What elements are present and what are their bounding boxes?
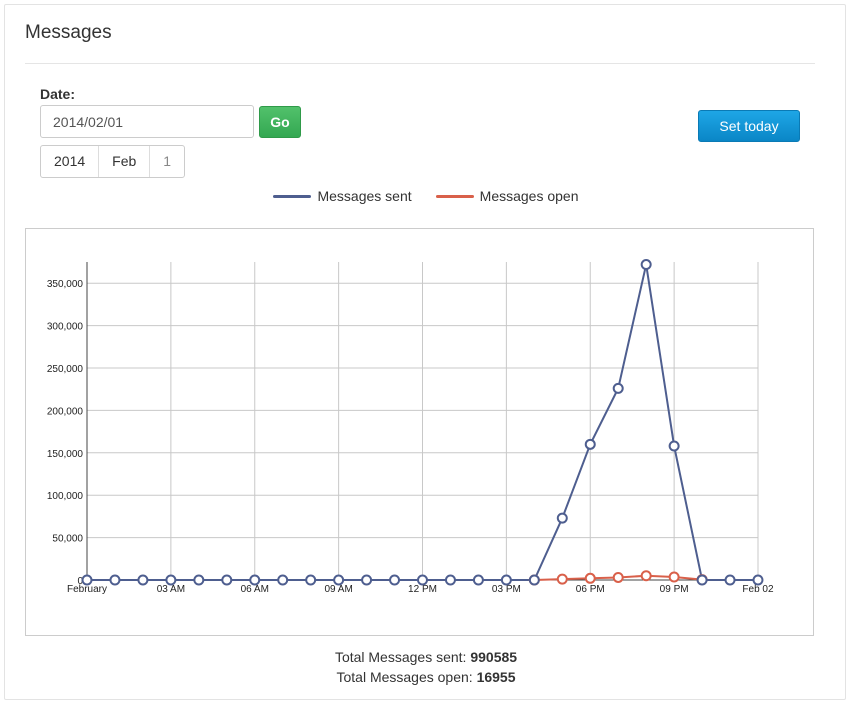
- data-point-sent: [249, 574, 261, 586]
- data-point-sent: [556, 512, 568, 524]
- data-point-sent: [640, 259, 652, 271]
- data-point-sent: [389, 574, 401, 586]
- data-point-sent: [417, 574, 428, 586]
- total-open-label: Total Messages open:: [336, 669, 473, 685]
- title-divider: [25, 63, 815, 64]
- x-tick-label: 09 AM: [324, 584, 352, 595]
- data-point-sent: [305, 574, 317, 586]
- x-tick-label: 06 AM: [241, 584, 269, 595]
- data-point-sent: [584, 438, 596, 450]
- legend-swatch-sent: [273, 194, 312, 198]
- total-sent-line: Total Messages sent: 990585: [5, 649, 847, 665]
- chart-legend: Messages sent Messages open: [5, 188, 847, 204]
- total-sent-value: 990585: [470, 649, 518, 665]
- data-point-sent: [165, 574, 177, 586]
- data-point-sent: [752, 574, 764, 586]
- data-point-sent: [668, 440, 680, 452]
- data-point-sent: [81, 574, 93, 586]
- y-tick-label: 200,000: [47, 406, 84, 417]
- x-tick-label: February: [67, 584, 107, 595]
- data-point-open: [584, 572, 596, 584]
- y-tick-label: 300,000: [47, 322, 84, 333]
- messages-panel: Messages Date: Go Set today 2014 Feb 1 M…: [4, 4, 846, 700]
- date-segment-group: 2014 Feb 1: [40, 145, 186, 178]
- data-point-sent: [696, 574, 708, 586]
- segment-year[interactable]: 2014: [41, 146, 100, 177]
- legend-label-sent: Messages sent: [317, 188, 412, 204]
- total-open-value: 16955: [476, 669, 516, 685]
- total-sent-label: Total Messages sent:: [334, 649, 467, 665]
- y-tick-label: 250,000: [47, 364, 84, 375]
- legend-item-open[interactable]: Messages open: [435, 188, 579, 204]
- data-point-sent: [333, 574, 345, 586]
- data-point-open: [556, 573, 568, 585]
- data-point-open: [668, 571, 680, 583]
- segment-day[interactable]: 1: [163, 153, 172, 169]
- y-tick-label: 0: [77, 576, 83, 587]
- data-point-sent: [528, 574, 540, 586]
- y-tick-label: 50,000: [52, 534, 83, 545]
- legend-item-sent[interactable]: Messages sent: [273, 188, 412, 204]
- total-open-line: Total Messages open: 16955: [5, 669, 847, 685]
- data-point-sent: [361, 574, 373, 586]
- data-point-sent: [193, 574, 205, 586]
- x-tick-label: 03 AM: [157, 584, 185, 595]
- data-point-sent: [221, 574, 233, 586]
- legend-swatch-open: [435, 194, 474, 198]
- date-label: Date:: [40, 86, 76, 102]
- y-tick-label: 150,000: [47, 449, 84, 460]
- y-tick-label: 350,000: [47, 279, 84, 290]
- segment-month[interactable]: Feb: [99, 146, 151, 177]
- data-point-sent: [109, 574, 121, 586]
- data-point-open: [640, 570, 652, 582]
- data-point-sent: [444, 574, 456, 586]
- data-point-sent: [137, 574, 149, 586]
- data-point-sent: [472, 574, 484, 586]
- data-point-sent: [612, 382, 624, 394]
- x-tick-label: Feb 02: [742, 584, 774, 595]
- go-button[interactable]: Go: [259, 106, 301, 138]
- data-point-sent: [724, 574, 736, 586]
- set-today-button[interactable]: Set today: [698, 110, 800, 142]
- x-tick-label: 03 PM: [492, 584, 521, 595]
- x-tick-label: 09 PM: [660, 584, 689, 595]
- x-tick-label: 06 PM: [576, 584, 605, 595]
- data-point-sent: [500, 574, 512, 586]
- legend-label-open: Messages open: [479, 188, 579, 204]
- line-chart: 0 50,000 100,000 150,000 200,000 250,000 300,0…: [47, 259, 774, 595]
- y-tick-label: 100,000: [47, 491, 84, 502]
- panel-title: Messages: [25, 22, 112, 43]
- chart-container: 0 50,000 100,000 150,000 200,000 250,000 300,0…: [25, 228, 814, 636]
- data-point-open: [612, 571, 624, 583]
- data-point-sent: [277, 574, 289, 586]
- date-input[interactable]: [40, 105, 254, 138]
- x-tick-label: 12 PM: [408, 584, 437, 595]
